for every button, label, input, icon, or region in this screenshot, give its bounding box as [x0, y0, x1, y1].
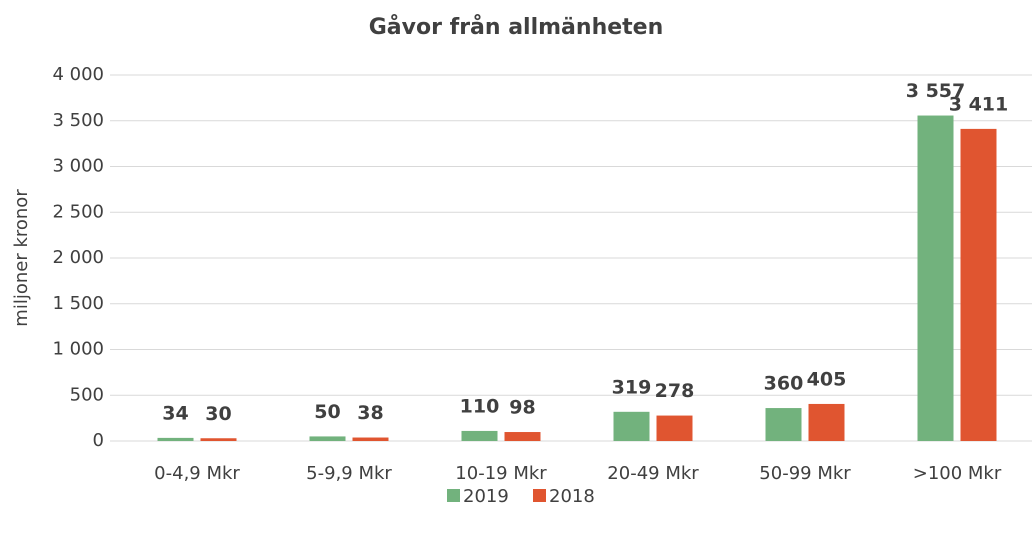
bar: [157, 437, 194, 441]
data-label: 278: [655, 380, 695, 402]
data-label: 110: [460, 395, 500, 417]
bar: [613, 411, 650, 441]
data-label: 3 411: [949, 93, 1009, 115]
data-label: 319: [612, 376, 652, 398]
data-label: 34: [162, 402, 188, 424]
data-label: 38: [357, 402, 383, 424]
y-tick-label: 4 000: [52, 64, 104, 85]
legend-label: 2019: [463, 486, 509, 507]
y-axis-title: miljoner kronor: [11, 189, 32, 327]
bar: [352, 437, 389, 441]
bar: [917, 115, 954, 442]
y-tick-label: 3 500: [52, 110, 104, 131]
bar: [200, 438, 237, 441]
x-tick-label: 50-99 Mkr: [759, 463, 851, 484]
x-tick-label: 0-4,9 Mkr: [154, 463, 240, 484]
chart-title: Gåvor från allmänheten: [369, 14, 664, 40]
y-tick-label: 1 000: [52, 339, 104, 360]
x-tick-label: 10-19 Mkr: [455, 463, 547, 484]
y-tick-label: 2 000: [52, 247, 104, 268]
data-label: 30: [205, 403, 231, 425]
legend-swatch: [447, 489, 460, 502]
data-label: 405: [807, 368, 847, 390]
y-tick-label: 3 000: [52, 156, 104, 177]
legend-label: 2018: [549, 486, 595, 507]
bar: [960, 128, 997, 441]
bar: [656, 415, 693, 441]
data-label: 98: [509, 397, 535, 419]
y-tick-label: 1 500: [52, 293, 104, 314]
bar: [309, 436, 346, 441]
data-label: 360: [764, 373, 804, 395]
x-tick-label: 20-49 Mkr: [607, 463, 699, 484]
x-tick-label: >100 Mkr: [913, 463, 1002, 484]
x-tick-label: 5-9,9 Mkr: [306, 463, 392, 484]
bar: [461, 430, 498, 441]
y-tick-label: 2 500: [52, 201, 104, 222]
y-tick-label: 500: [70, 384, 104, 405]
y-tick-label: 0: [93, 430, 104, 451]
legend-swatch: [533, 489, 546, 502]
bar: [504, 432, 541, 441]
data-label: 3 557: [906, 80, 966, 102]
data-label: 50: [314, 401, 340, 423]
bar: [808, 403, 845, 441]
bar: [765, 408, 802, 441]
